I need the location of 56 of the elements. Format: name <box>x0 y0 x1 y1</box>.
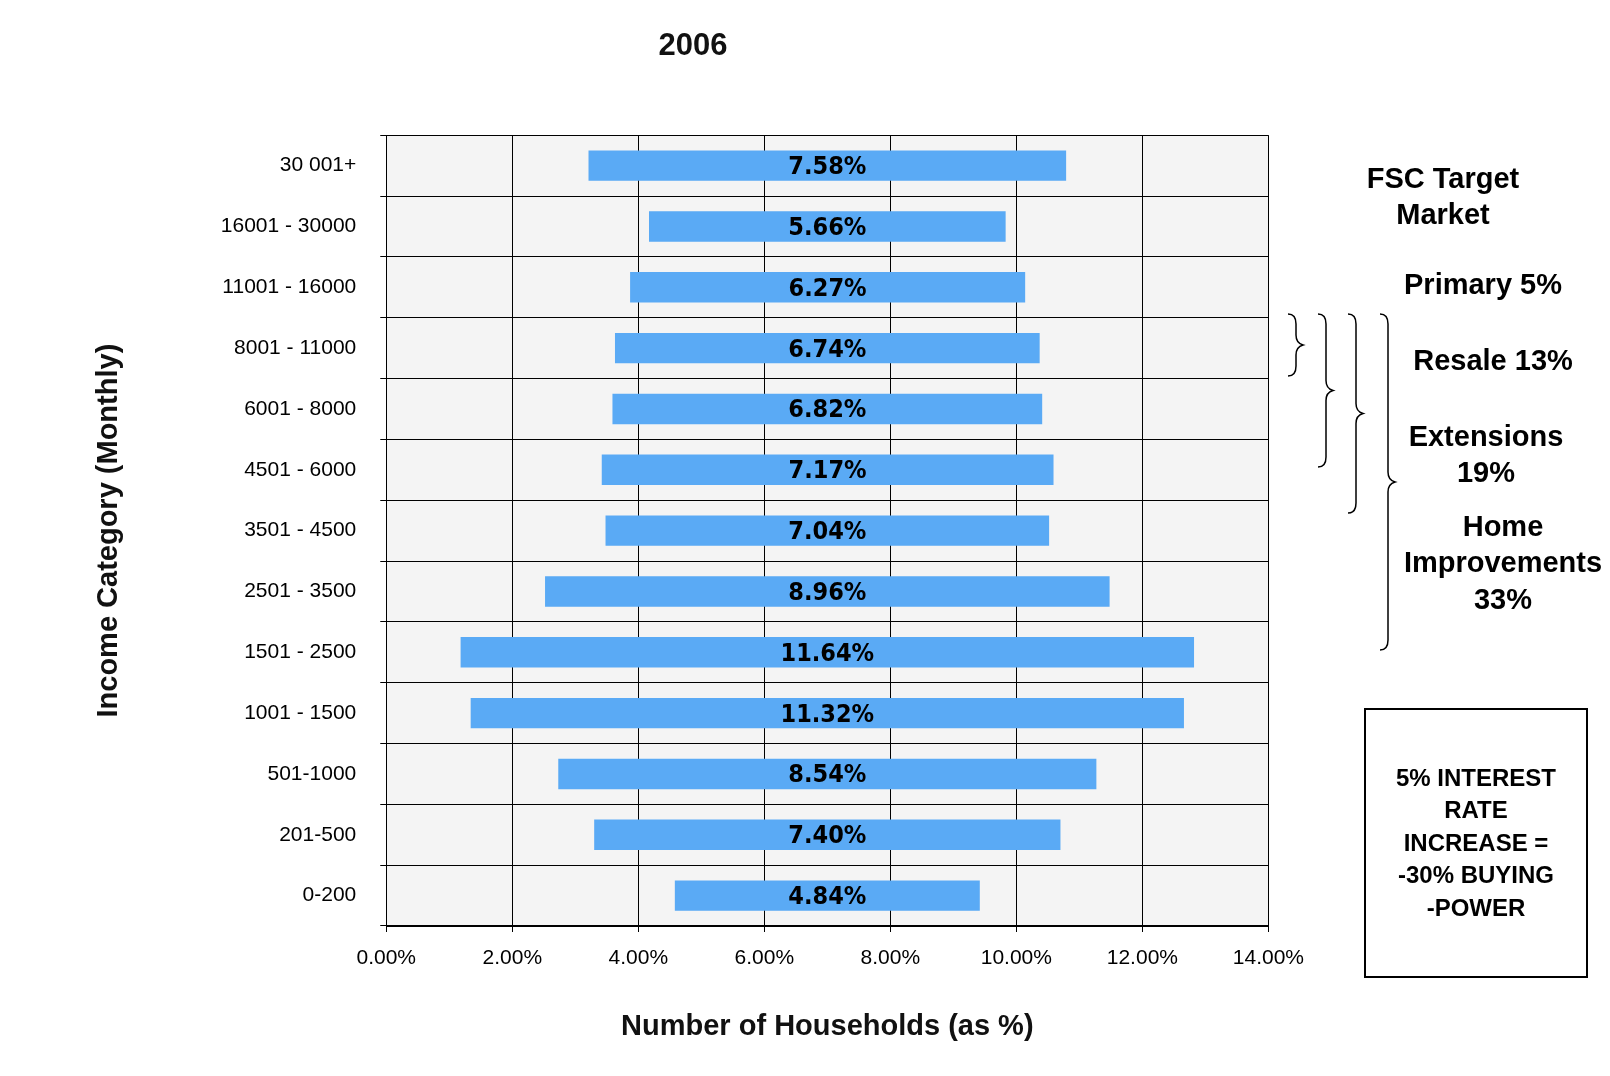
y-tick-label: 0-200 <box>302 882 357 906</box>
x-axis-title: Number of Households (as %) <box>621 1008 1034 1041</box>
data-label: 8.96% <box>788 576 867 606</box>
x-tick-label: 10.00% <box>980 945 1052 969</box>
bar <box>614 332 1040 364</box>
bar <box>674 880 980 911</box>
bar <box>612 393 1043 425</box>
text: Home Improvements 33% <box>1402 509 1604 617</box>
y-tick-label: 201-500 <box>279 821 357 845</box>
data-label: 7.58% <box>788 151 867 181</box>
bar <box>545 576 1110 607</box>
x-tick-label: 8.00% <box>860 945 921 969</box>
bar <box>630 272 1026 303</box>
x-tick-label: 4.00% <box>608 945 669 969</box>
y-tick-label: 501-1000 <box>267 760 357 784</box>
y-tick-label: 4501 - 6000 <box>244 456 357 480</box>
y-tick-label: 3501 - 4500 <box>244 517 357 541</box>
bar <box>588 150 1067 181</box>
y-tick-label: 11001 - 16000 <box>222 274 357 298</box>
x-tick-label: 14.00% <box>1232 945 1305 969</box>
bar <box>594 819 1061 850</box>
bar <box>605 515 1050 546</box>
bar <box>470 697 1184 729</box>
bar <box>460 637 1195 668</box>
data-label: 11.64% <box>780 637 875 667</box>
y-tick-label: 30 001+ <box>279 152 357 176</box>
data-label: 8.54% <box>788 759 867 789</box>
chart-title: 2006 <box>658 27 728 63</box>
data-label: 6.74% <box>788 333 867 363</box>
x-tick-label: 6.00% <box>734 945 795 969</box>
y-tick-label: 8001 - 11000 <box>234 334 357 358</box>
data-label: 7.40% <box>788 820 867 850</box>
text: Resale 13% <box>1412 343 1574 378</box>
data-label: 6.27% <box>788 272 867 302</box>
y-tick-label: 1001 - 1500 <box>244 699 357 723</box>
y-tick-label: 1501 - 2500 <box>244 639 357 663</box>
y-tick-label: 16001 - 30000 <box>220 213 357 237</box>
data-label: 7.17% <box>788 455 867 485</box>
bar <box>601 454 1054 485</box>
text: Extensions 19% <box>1407 419 1565 491</box>
x-tick-label: 12.00% <box>1106 945 1178 969</box>
text: Primary 5% <box>1403 267 1563 302</box>
bar <box>649 211 1006 242</box>
text: 5% INTEREST RATE INCREASE = -30% BUYING -POWER <box>1364 708 1588 978</box>
bar <box>558 758 1097 790</box>
data-label: 7.04% <box>788 516 867 546</box>
data-label: 6.82% <box>788 394 867 424</box>
x-tick-label: 0.00% <box>356 945 417 969</box>
data-label: 4.84% <box>788 881 867 911</box>
x-tick-label: 2.00% <box>482 945 543 969</box>
y-tick-label: 2501 - 3500 <box>244 578 357 602</box>
y-axis-title: Income Category (Monthly) <box>91 343 124 718</box>
text: FSC Target Market <box>1365 161 1521 233</box>
data-label: 5.66% <box>788 211 867 241</box>
data-label: 11.32% <box>780 698 875 728</box>
y-tick-label: 6001 - 8000 <box>244 395 357 419</box>
